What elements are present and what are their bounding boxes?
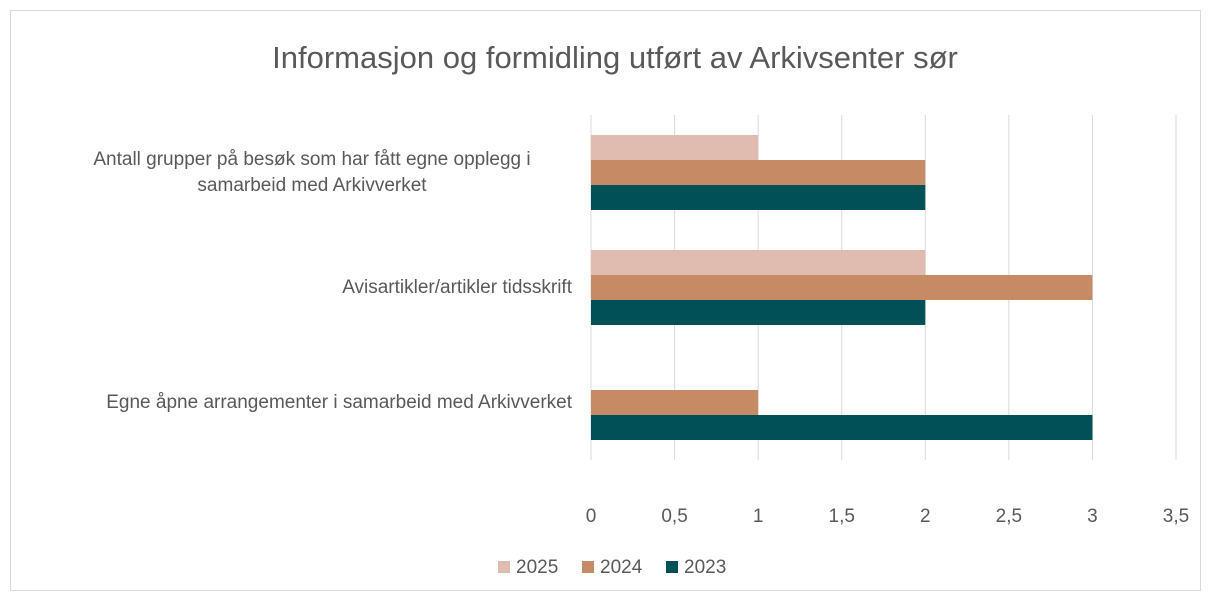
legend-label: 2024: [600, 557, 643, 578]
y-tick-label: Antall grupper på besøk som har fått egn…: [93, 148, 531, 196]
y-tick-label: Avisartikler/artikler tidsskrift: [342, 276, 572, 298]
chart-border: [10, 10, 1201, 591]
legend-label: 2025: [516, 557, 558, 578]
x-tick-label: 0,5: [661, 506, 687, 527]
bar: [591, 135, 759, 160]
bar: [591, 250, 926, 275]
bar: [591, 185, 926, 210]
x-tick-label: 1: [753, 506, 764, 527]
y-tick-label-box: Antall grupper på besøk som har fått egn…: [20, 147, 572, 199]
x-tick-label: 0: [586, 506, 597, 527]
bar: [591, 160, 926, 185]
bar: [591, 390, 759, 415]
x-tick-label: 2,5: [996, 506, 1022, 527]
y-tick-label-box: Avisartikler/artikler tidsskrift: [20, 275, 572, 301]
bar: [591, 275, 1093, 300]
y-tick-label-box: Egne åpne arrangementer i samarbeid med …: [20, 390, 572, 416]
chart-title: Informasjon og formidling utført av Arki…: [272, 40, 958, 75]
x-tick-label: 3: [1087, 506, 1098, 527]
bar: [591, 415, 1093, 440]
y-tick-label: Egne åpne arrangementer i samarbeid med …: [106, 391, 572, 413]
legend-label: 2023: [684, 557, 726, 578]
bar: [591, 300, 926, 325]
x-tick-label: 3,5: [1163, 506, 1189, 527]
legend-swatch: [498, 561, 510, 573]
legend-swatch: [582, 561, 594, 573]
x-tick-label: 1,5: [829, 506, 855, 527]
legend-swatch: [666, 561, 678, 573]
x-tick-label: 2: [920, 506, 931, 527]
